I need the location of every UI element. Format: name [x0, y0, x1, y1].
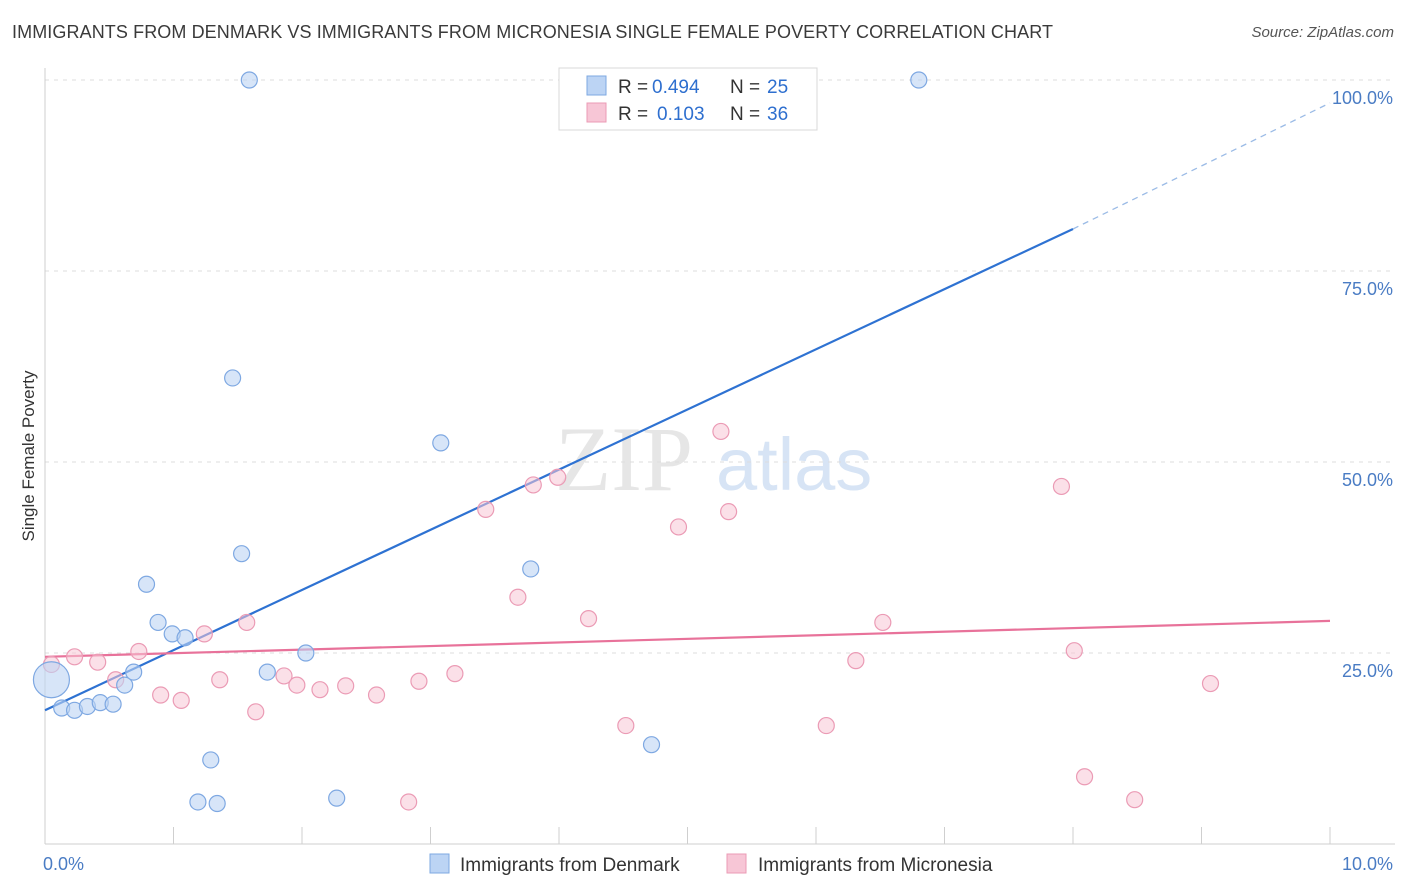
bottom-legend-swatch-micronesia [726, 853, 747, 874]
chart-title: IMMIGRANTS FROM DENMARK VS IMMIGRANTS FR… [12, 22, 1054, 42]
y-axis-title: Single Female Poverty [19, 370, 38, 542]
point-micronesia [211, 671, 229, 689]
point-denmark [189, 793, 207, 811]
point-micronesia [247, 703, 265, 721]
point-micronesia [524, 476, 542, 494]
point-micronesia [669, 518, 688, 536]
point-denmark [432, 434, 450, 452]
point-denmark [240, 71, 258, 89]
x-tick-label: 0.0% [43, 854, 84, 874]
legend-n-label-micronesia: N = [730, 104, 760, 125]
point-denmark [149, 613, 167, 632]
point-denmark [224, 369, 242, 387]
point-micronesia [337, 677, 355, 695]
legend-swatch-micronesia [586, 102, 607, 123]
trend-line-denmark-extension [1072, 102, 1331, 230]
point-micronesia [311, 681, 329, 699]
trend-line-micronesia [44, 619, 1331, 658]
legend-r-label-denmark: R = [618, 77, 648, 98]
trend-lines [44, 102, 1331, 712]
point-denmark [233, 545, 251, 563]
point-micronesia [712, 422, 730, 441]
x-tick-label: 10.0% [1342, 854, 1393, 874]
bottom-legend-swatch-denmark [429, 853, 450, 874]
point-denmark [297, 644, 315, 662]
grid-lines [45, 79, 1395, 654]
point-denmark [910, 71, 928, 89]
legend-n-value-denmark: 25 [767, 77, 788, 98]
legend-r-value-micronesia: 0.103 [657, 104, 705, 125]
point-micronesia [446, 665, 464, 683]
point-micronesia [172, 691, 190, 709]
point-micronesia [817, 716, 835, 735]
legend-swatch-denmark [586, 75, 607, 96]
legend-r-label-micronesia: R = [618, 104, 648, 125]
point-micronesia [1052, 477, 1071, 496]
point-micronesia [1065, 642, 1083, 660]
point-micronesia [509, 588, 527, 606]
point-micronesia [477, 500, 495, 518]
legend-n-label-denmark: N = [730, 77, 760, 98]
point-micronesia [195, 625, 213, 643]
bottom-legend-label-denmark: Immigrants from Denmark [460, 855, 680, 876]
point-micronesia [1201, 674, 1220, 693]
point-denmark [642, 736, 661, 754]
point-micronesia [847, 652, 865, 670]
y-axis-ticks: 25.0% 50.0% 75.0% 100.0% [1332, 88, 1393, 681]
point-denmark [328, 789, 346, 807]
watermark: ZIP atlas [555, 408, 872, 510]
series-micronesia-points [42, 422, 1220, 811]
point-denmark [208, 794, 226, 813]
series-legend: Immigrants from Denmark Immigrants from … [429, 853, 993, 876]
legend-n-value-micronesia: 36 [767, 104, 788, 125]
chart-source: Source: ZipAtlas.com [1251, 24, 1394, 41]
point-micronesia [617, 716, 635, 735]
point-micronesia [238, 613, 256, 632]
point-micronesia [549, 468, 567, 486]
watermark-atlas: atlas [716, 423, 872, 506]
point-micronesia [65, 648, 84, 666]
watermark-zip: ZIP [555, 408, 693, 510]
point-denmark [522, 560, 540, 578]
point-denmark [258, 663, 276, 681]
point-denmark [116, 676, 134, 694]
point-denmark [125, 663, 143, 681]
point-micronesia [1126, 791, 1144, 809]
point-micronesia [89, 653, 107, 671]
point-micronesia [874, 613, 892, 632]
point-micronesia [579, 610, 598, 628]
correlation-legend: R = 0.494 N = 25 R = 0.103 N = 36 [558, 67, 818, 131]
point-denmark [32, 661, 71, 699]
point-micronesia [720, 503, 738, 521]
y-tick-label: 25.0% [1342, 661, 1393, 681]
series-denmark-points [32, 71, 928, 813]
point-micronesia [1075, 768, 1094, 786]
point-denmark [137, 575, 156, 593]
point-denmark [104, 695, 122, 713]
y-tick-label: 75.0% [1342, 279, 1393, 299]
point-micronesia [367, 686, 386, 704]
point-micronesia [288, 676, 306, 694]
legend-r-value-denmark: 0.494 [652, 77, 700, 98]
x-axis-ticks: 0.0% 10.0% [43, 827, 1393, 874]
axes [44, 68, 1395, 845]
point-micronesia [410, 672, 428, 690]
y-tick-label: 100.0% [1332, 88, 1393, 108]
point-denmark [176, 629, 194, 647]
y-tick-label: 50.0% [1342, 470, 1393, 490]
point-micronesia [130, 642, 148, 661]
point-micronesia [400, 793, 418, 811]
point-micronesia [275, 667, 293, 685]
point-denmark [202, 751, 220, 769]
bottom-legend-label-micronesia: Immigrants from Micronesia [758, 855, 993, 876]
point-micronesia [152, 686, 170, 704]
